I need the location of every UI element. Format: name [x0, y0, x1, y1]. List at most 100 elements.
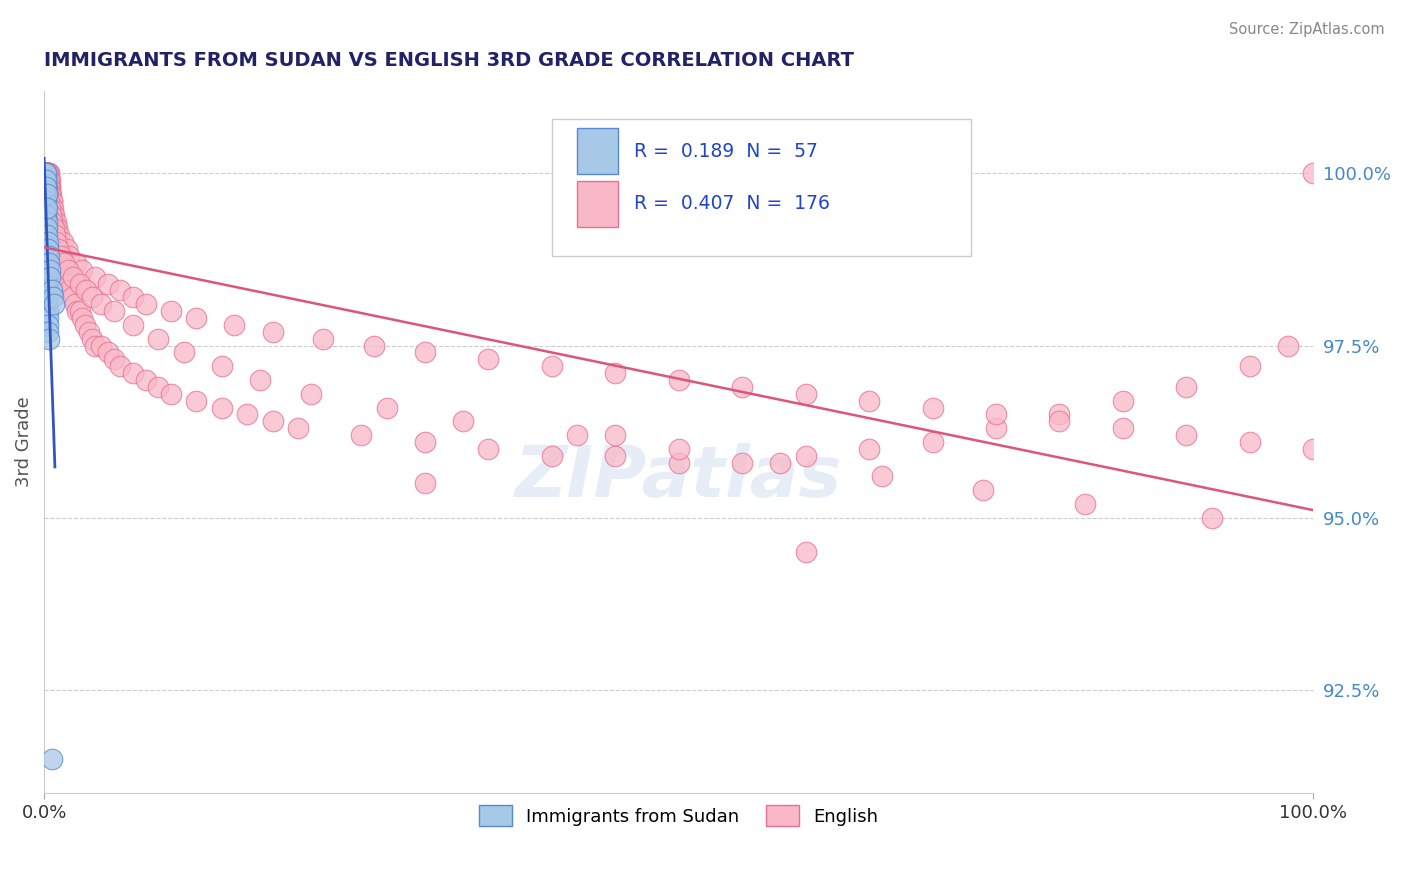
Point	[287, 421, 309, 435]
Point	[668, 442, 690, 456]
Point	[477, 442, 499, 456]
Point	[186, 393, 208, 408]
Point	[38, 194, 60, 208]
Point	[35, 166, 58, 180]
Point	[34, 166, 56, 180]
Point	[921, 401, 943, 415]
Point	[34, 166, 56, 180]
Point	[35, 221, 58, 235]
Point	[38, 249, 60, 263]
Point	[103, 352, 125, 367]
Point	[122, 290, 145, 304]
Point	[38, 256, 60, 270]
Y-axis label: 3rd Grade: 3rd Grade	[15, 397, 32, 487]
Point	[299, 386, 322, 401]
Point	[38, 166, 60, 180]
Point	[46, 242, 69, 256]
Point	[34, 166, 56, 180]
Point	[668, 373, 690, 387]
Point	[53, 256, 76, 270]
Point	[262, 325, 284, 339]
Point	[35, 180, 58, 194]
Point	[41, 752, 63, 766]
Point	[363, 338, 385, 352]
Point	[42, 201, 65, 215]
Point	[46, 235, 69, 250]
Point	[44, 228, 66, 243]
Point	[921, 435, 943, 450]
Point	[1201, 510, 1223, 524]
Point	[38, 180, 60, 194]
Point	[34, 166, 56, 180]
Point	[35, 235, 58, 250]
Point	[35, 221, 58, 235]
Point	[42, 208, 65, 222]
Point	[312, 332, 335, 346]
Point	[540, 359, 562, 374]
Point	[35, 201, 58, 215]
Point	[45, 235, 67, 250]
Point	[1175, 428, 1198, 442]
Point	[82, 332, 104, 346]
Point	[65, 256, 87, 270]
Point	[35, 194, 58, 208]
Legend: Immigrants from Sudan, English: Immigrants from Sudan, English	[472, 798, 886, 833]
Point	[35, 166, 58, 180]
Point	[413, 435, 436, 450]
Point	[34, 166, 56, 180]
Point	[39, 180, 62, 194]
Point	[1074, 497, 1097, 511]
Point	[540, 449, 562, 463]
Point	[56, 242, 79, 256]
Point	[37, 242, 59, 256]
Point	[1049, 408, 1071, 422]
Point	[1239, 435, 1261, 450]
Point	[37, 166, 59, 180]
Point	[35, 166, 58, 180]
Point	[34, 166, 56, 180]
Point	[160, 304, 183, 318]
Text: Source: ZipAtlas.com: Source: ZipAtlas.com	[1229, 22, 1385, 37]
Point	[413, 345, 436, 359]
Point	[605, 449, 627, 463]
Point	[34, 166, 56, 180]
Point	[35, 242, 58, 256]
Point	[49, 249, 72, 263]
Point	[58, 262, 80, 277]
Point	[58, 249, 80, 263]
Point	[58, 277, 80, 291]
Point	[35, 214, 58, 228]
Point	[35, 214, 58, 228]
Point	[794, 386, 817, 401]
Point	[37, 180, 59, 194]
Point	[39, 269, 62, 284]
Point	[34, 180, 56, 194]
Point	[122, 318, 145, 332]
Point	[1239, 359, 1261, 374]
Point	[70, 262, 93, 277]
Point	[413, 476, 436, 491]
Point	[1302, 166, 1324, 180]
Point	[731, 456, 754, 470]
Point	[211, 401, 233, 415]
Point	[38, 173, 60, 187]
Point	[122, 366, 145, 380]
Point	[35, 166, 58, 180]
Point	[41, 194, 63, 208]
Point	[37, 166, 59, 180]
Point	[69, 277, 91, 291]
Point	[38, 166, 60, 180]
Point	[565, 428, 588, 442]
Point	[48, 242, 70, 256]
Point	[49, 249, 72, 263]
Point	[211, 359, 233, 374]
Point	[90, 297, 112, 311]
Point	[37, 166, 59, 180]
Point	[35, 262, 58, 277]
Point	[984, 408, 1007, 422]
Point	[135, 373, 157, 387]
Point	[858, 442, 880, 456]
Point	[731, 380, 754, 394]
Point	[35, 166, 58, 180]
Point	[51, 249, 73, 263]
